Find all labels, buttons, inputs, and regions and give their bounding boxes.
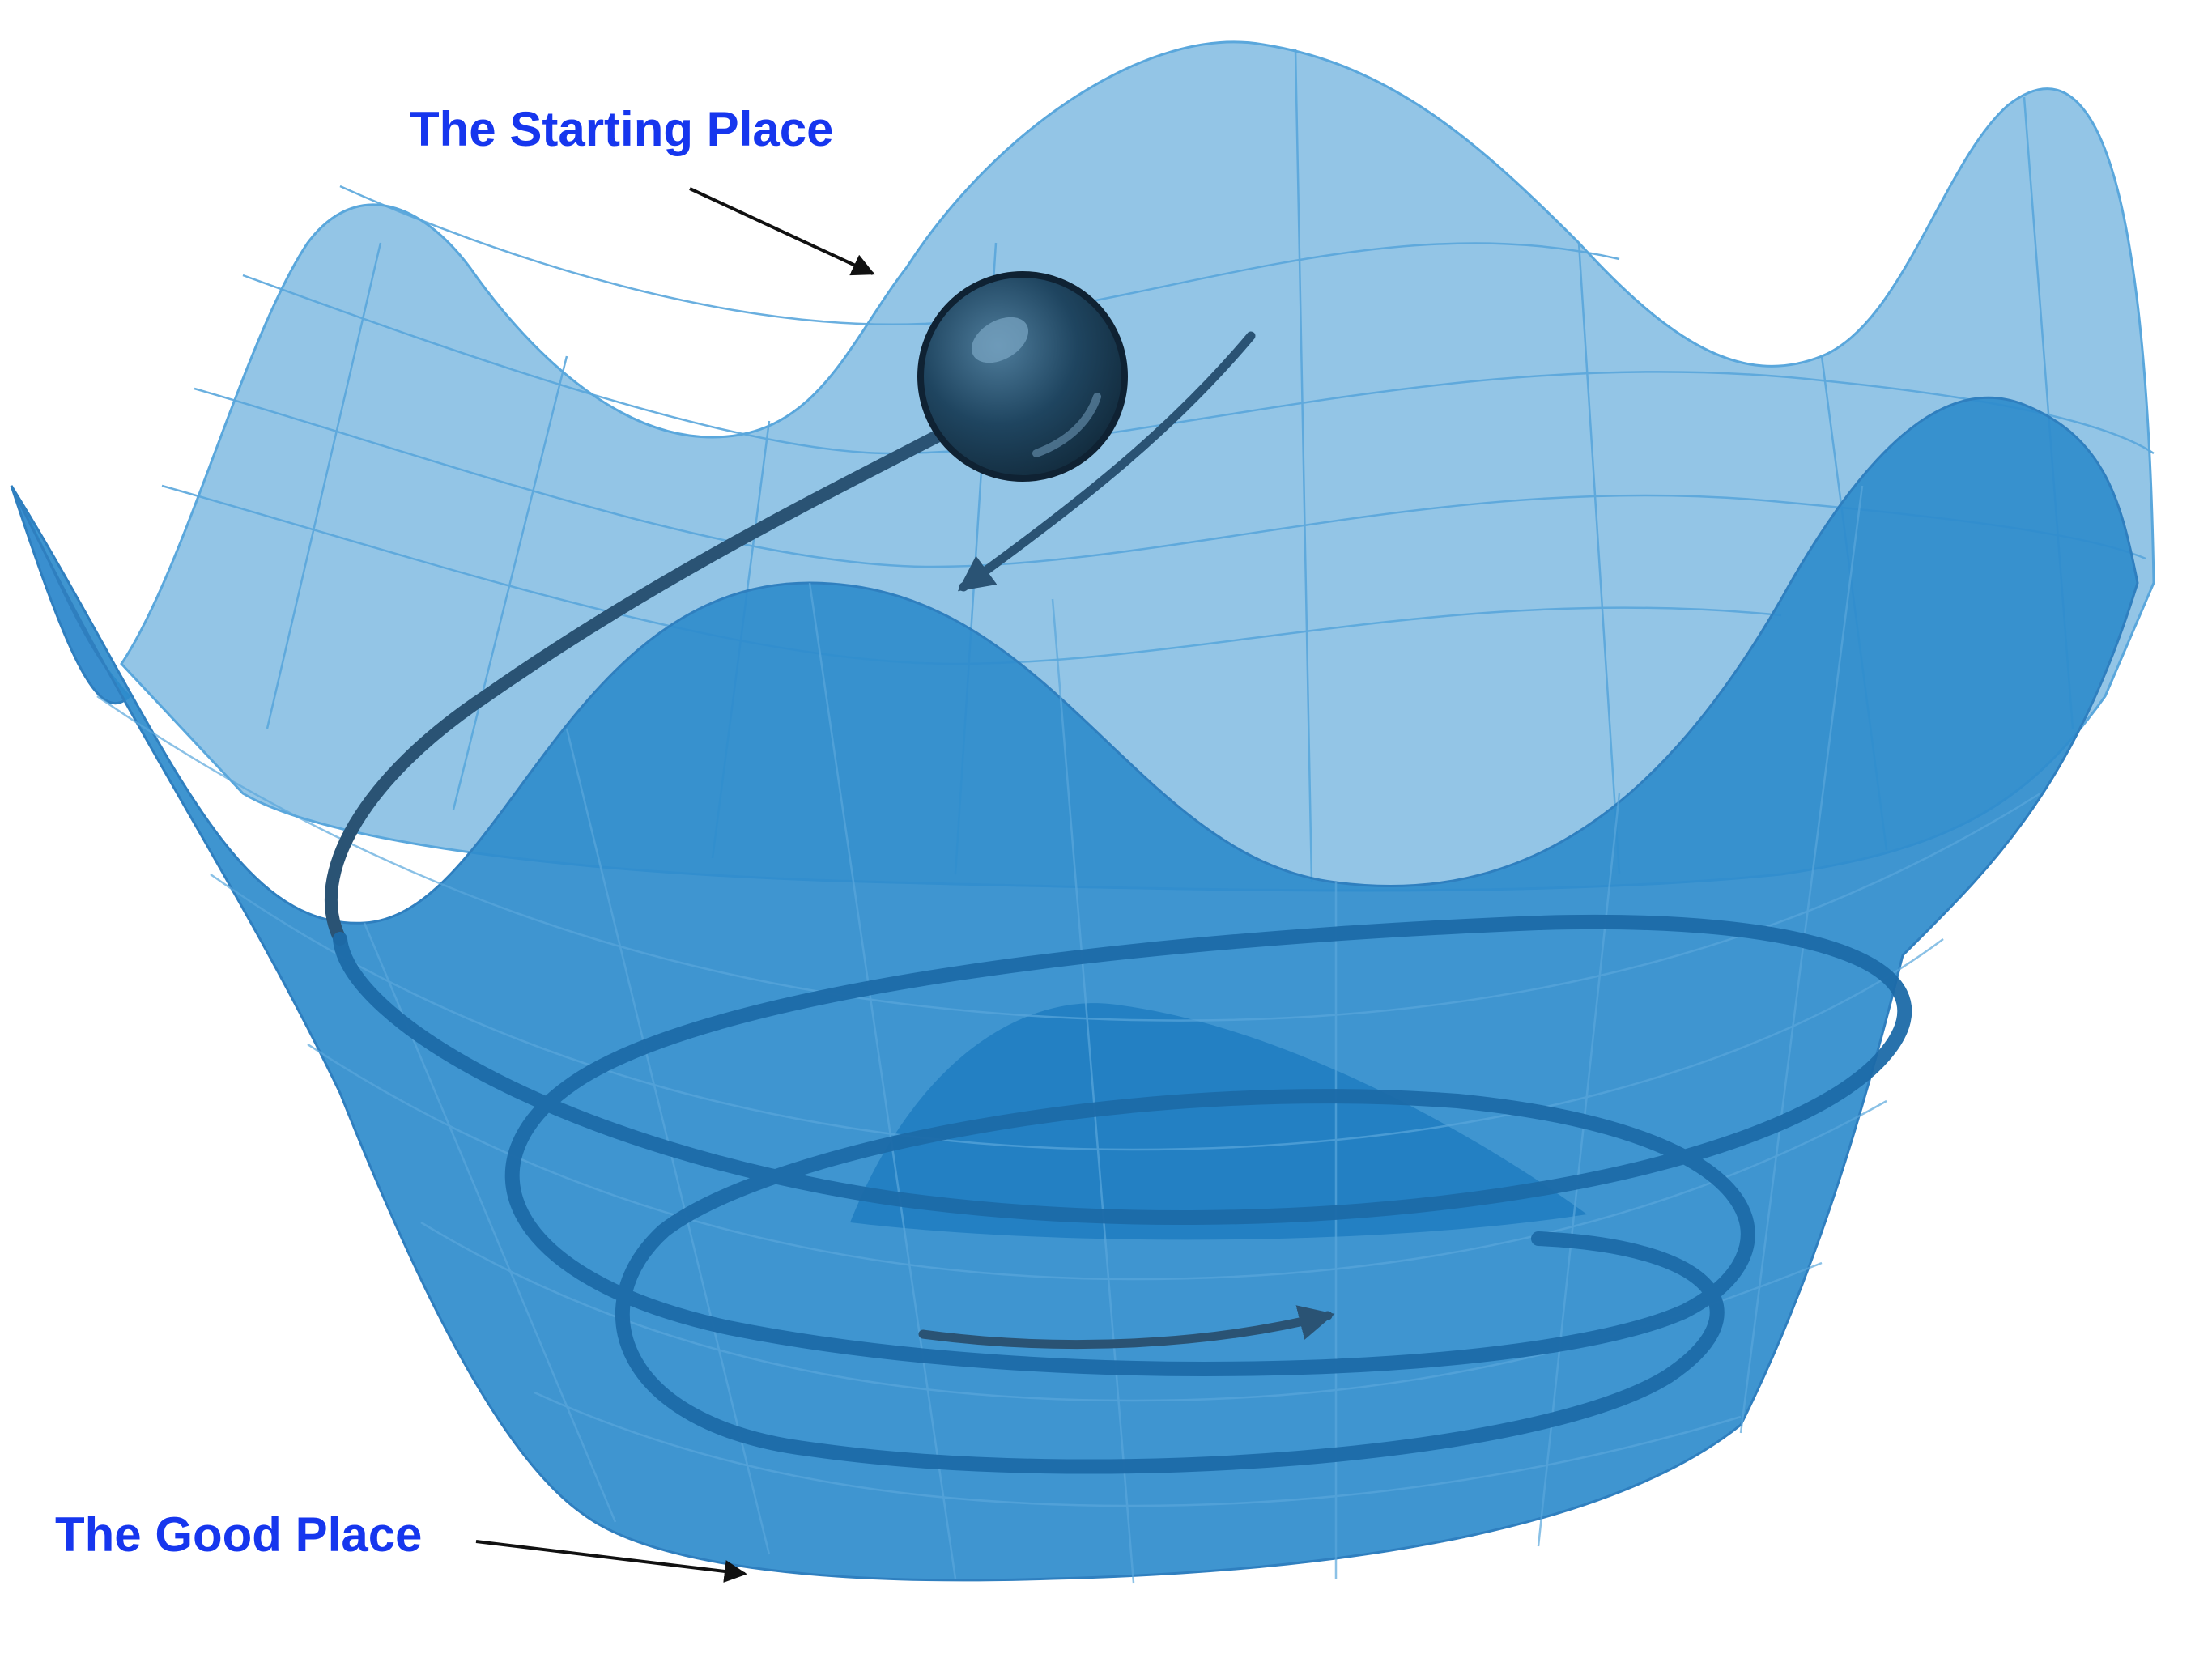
starting-place-label: The Starting Place (410, 102, 834, 156)
start-pointer-arrow (689, 187, 875, 276)
surface-front-sheet (10, 396, 2139, 1582)
surface-center-bump (850, 1003, 1587, 1240)
motion-arrow-lower (918, 1305, 1335, 1350)
good-pointer-arrow (475, 1540, 747, 1583)
front-grid-lines (96, 485, 2041, 1584)
motion-arrow-upper (957, 331, 1256, 592)
descent-path (324, 427, 1912, 1474)
good-place-label: The Good Place (55, 1507, 423, 1562)
ball-icon (917, 271, 1128, 482)
